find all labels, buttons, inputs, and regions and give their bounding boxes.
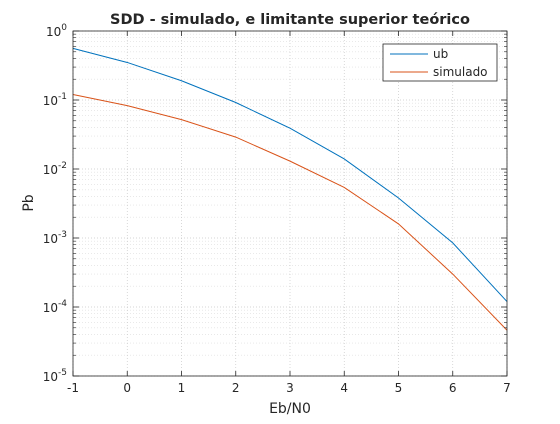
x-tick-label: 0 [123, 381, 131, 395]
x-tick-label: 7 [503, 381, 511, 395]
y-tick-label: 10-5 [43, 368, 67, 384]
x-tick-labels: -1 0 1 2 3 4 5 6 7 [67, 381, 511, 395]
y-tick-label-exponent: -5 [58, 368, 67, 378]
legend-box [382, 43, 498, 82]
y-tick-label-base: 10 [43, 370, 58, 384]
y-tick-label: 10-4 [43, 299, 68, 315]
y-tick-label-base: 10 [46, 25, 61, 39]
y-tick-label-exponent: -3 [58, 230, 67, 240]
y-tick-label-base: 10 [43, 301, 58, 315]
legend: ub simulado [382, 43, 498, 82]
y-tick-label-base: 10 [43, 94, 58, 108]
legend-label-ub: ub [433, 47, 448, 61]
y-tick-label-base: 10 [43, 232, 58, 246]
x-tick-label: 1 [178, 381, 186, 395]
y-tick-label-exponent: -2 [58, 161, 67, 171]
y-tick-label: 100 [46, 23, 67, 39]
x-tick-label: 2 [232, 381, 240, 395]
legend-label-simulado: simulado [433, 65, 488, 79]
y-tick-label-exponent: 0 [61, 23, 67, 33]
y-tick-label-exponent: -1 [58, 92, 67, 102]
y-axis-label: Pb [21, 194, 37, 211]
chart-title: SDD - simulado, e limitante superior teó… [110, 12, 470, 28]
y-tick-label: 10-2 [43, 161, 67, 177]
series-line-ub [72, 47, 508, 302]
x-tick-label: 3 [286, 381, 294, 395]
x-tick-label: -1 [67, 381, 79, 395]
x-axis-label: Eb/N0 [269, 401, 311, 417]
series-layer [72, 47, 508, 331]
x-tick-label: 4 [340, 381, 348, 395]
x-tick-label: 6 [449, 381, 457, 395]
y-tick-label: 10-3 [43, 230, 67, 246]
y-tick-label: 10-1 [43, 92, 67, 108]
y-tick-label-exponent: -4 [58, 299, 67, 309]
x-tick-label: 5 [395, 381, 403, 395]
axis-ticks [72, 30, 508, 377]
series-line-simulado [72, 94, 508, 331]
y-tick-label-base: 10 [43, 163, 58, 177]
